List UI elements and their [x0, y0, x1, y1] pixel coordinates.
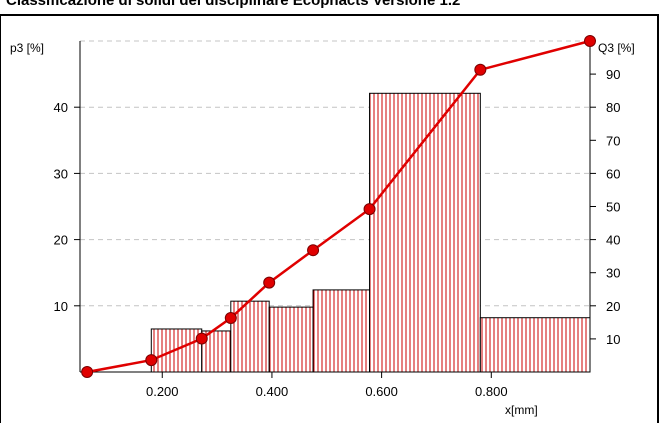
title-underline: [0, 14, 659, 16]
y-tick-label: 30: [54, 166, 68, 181]
x-tick-label: 0.400: [256, 384, 289, 399]
data-point: [363, 203, 376, 216]
grid-lines: [80, 40, 590, 307]
y2-tick-label: 60: [606, 166, 620, 181]
data-point: [584, 35, 596, 47]
y-tick-label: 20: [54, 233, 68, 248]
tick-labels: 10 20 30 40 10 20 30 40 50 60 70 80 90 0.200 0.400 0.60…: [54, 67, 621, 399]
y2-tick-label: 70: [606, 133, 620, 148]
data-point: [195, 332, 208, 345]
data-point: [81, 366, 94, 378]
x-tick-label: 0.200: [146, 384, 179, 399]
y2-tick-label: 40: [606, 233, 620, 248]
y2-tick-label: 30: [606, 266, 620, 281]
x-axis-label: x[mm]: [505, 403, 538, 417]
data-point: [145, 354, 158, 367]
y2-tick-label: 20: [606, 299, 620, 314]
histogram-bar: [369, 92, 481, 373]
y2-axis-label: Q3 [%]: [598, 41, 635, 55]
y2-tick-label: 10: [606, 332, 620, 347]
y2-tick-label: 50: [606, 200, 620, 215]
cumulative-points: [81, 35, 596, 378]
y-tick-label: 40: [54, 100, 68, 115]
page-title: Classificazione di solidi del disciplina…: [6, 0, 461, 9]
x-tick-label: 0.800: [475, 384, 508, 399]
histogram-bar: [268, 306, 314, 373]
data-point: [474, 63, 487, 76]
data-point: [307, 244, 320, 257]
data-point: [263, 276, 276, 289]
histogram-bar: [479, 317, 591, 373]
y-axis-label: p3 [%]: [10, 41, 44, 55]
tick-marks: [74, 73, 596, 378]
y2-tick-label: 90: [606, 67, 620, 82]
x-tick-label: 0.600: [365, 384, 398, 399]
data-point: [224, 312, 237, 325]
y-tick-label: 10: [54, 299, 68, 314]
histogram-bars: [150, 92, 591, 373]
y2-tick-label: 80: [606, 100, 620, 115]
histogram-bar: [312, 289, 371, 373]
title-strip: Classificazione di solidi del disciplina…: [0, 0, 659, 14]
